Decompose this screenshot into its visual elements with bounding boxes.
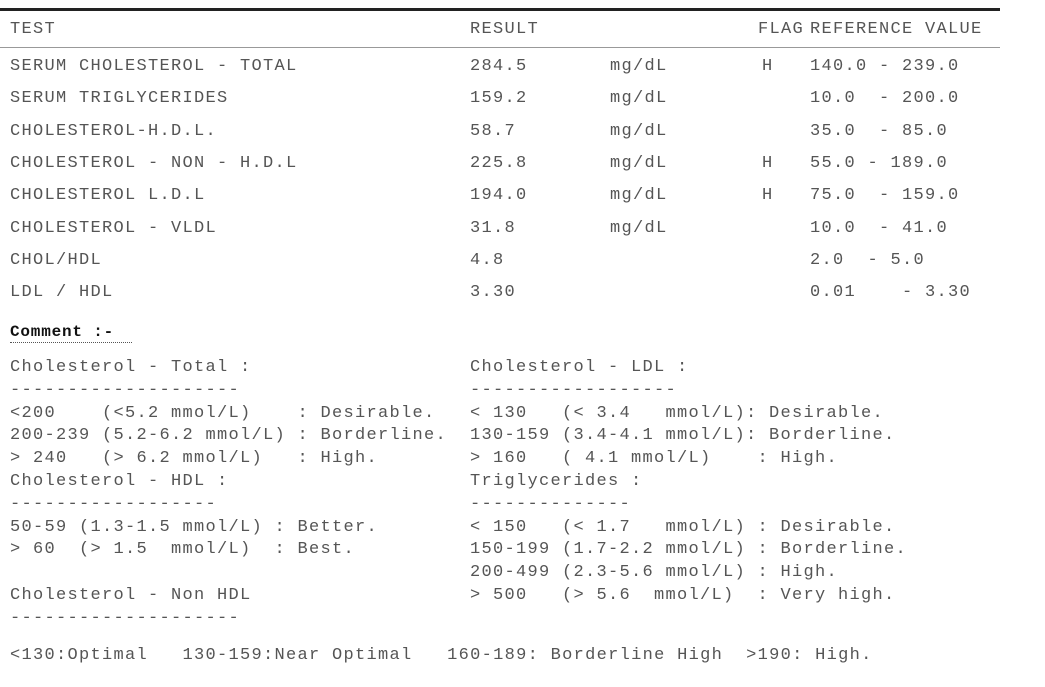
comment-line: -------------------- <box>10 608 241 628</box>
cell: 2.0 - 5.0 <box>810 250 926 270</box>
cell: CHOLESTEROL-H.D.L. <box>10 121 218 141</box>
header-cell: FLAG <box>758 20 805 39</box>
cell: 225.8 <box>470 153 528 173</box>
cell: H <box>762 57 774 76</box>
comment-line: > 500 (> 5.6 mmol/L) : Very high. <box>470 586 896 605</box>
cell: SERUM CHOLESTEROL - TOTAL <box>10 57 298 76</box>
cell: SERUM TRIGLYCERIDES <box>10 89 229 109</box>
comment-line: 200-499 (2.3-5.6 mmol/L) : High. <box>470 563 839 583</box>
comment-line: Cholesterol - LDL : <box>470 358 689 377</box>
cell: 58.7 <box>470 121 517 141</box>
header-cell: REFERENCE VALUE <box>810 20 983 39</box>
comment-line: Cholesterol - Non HDL <box>10 586 252 605</box>
cell: 10.0 - 200.0 <box>810 89 960 109</box>
cell: mg/dL <box>610 121 668 141</box>
cell: 284.5 <box>470 57 528 76</box>
comment-line: ------------------ <box>10 494 218 514</box>
comment-line: -------------- <box>470 494 632 514</box>
cell: 3.30 <box>470 283 517 303</box>
cell: mg/dL <box>610 186 668 206</box>
cell: 55.0 - 189.0 <box>810 153 949 173</box>
cell: mg/dL <box>610 89 668 109</box>
cell: 35.0 - 85.0 <box>810 121 949 141</box>
comment-underline <box>10 342 132 343</box>
cell: CHOLESTEROL - NON - H.D.L <box>10 153 298 173</box>
cell: mg/dL <box>610 57 668 76</box>
header-rule <box>0 47 1000 48</box>
cell: 140.0 - 239.0 <box>810 57 960 76</box>
header-cell: RESULT <box>470 20 540 39</box>
top-rule <box>0 8 1000 11</box>
cell: 159.2 <box>470 89 528 109</box>
comment-line: < 130 (< 3.4 mmol/L): Desirable. <box>470 403 885 423</box>
cell: LDL / HDL <box>10 283 114 303</box>
cell: 75.0 - 159.0 <box>810 186 960 206</box>
cell: mg/dL <box>610 153 668 173</box>
comment-line: 50-59 (1.3-1.5 mmol/L) : Better. <box>10 517 379 537</box>
cell: H <box>762 153 774 173</box>
comment-line: > 160 ( 4.1 mmol/L) : High. <box>470 449 839 469</box>
cell: 194.0 <box>470 186 528 206</box>
comment-line: 130-159 (3.4-4.1 mmol/L): Borderline. <box>470 426 896 446</box>
comment-line: Cholesterol - Total : <box>10 358 252 377</box>
cell: 10.0 - 41.0 <box>810 218 949 238</box>
cell: CHOL/HDL <box>10 250 103 270</box>
comment-footer: <130:Optimal 130-159:Near Optimal 160-18… <box>10 646 873 665</box>
comment-line: < 150 (< 1.7 mmol/L) : Desirable. <box>470 517 896 537</box>
cell: CHOLESTEROL - VLDL <box>10 218 218 238</box>
comment-line: ------------------ <box>470 380 678 400</box>
comment-line: Cholesterol - HDL : <box>10 472 229 491</box>
comment-line: Triglycerides : <box>470 472 643 491</box>
cell: 0.01 - 3.30 <box>810 283 972 303</box>
comment-line: -------------------- <box>10 380 241 400</box>
cell: 4.8 <box>470 250 505 270</box>
cell: CHOLESTEROL L.D.L <box>10 186 206 206</box>
cell: mg/dL <box>610 218 668 238</box>
comment-title: Comment :- <box>10 323 115 341</box>
cell: 31.8 <box>470 218 517 238</box>
header-cell: TEST <box>10 20 57 39</box>
comment-line: > 60 (> 1.5 mmol/L) : Best. <box>10 540 356 560</box>
comment-line: <200 (<5.2 mmol/L) : Desirable. <box>10 403 436 423</box>
cell: H <box>762 186 774 206</box>
comment-line: 200-239 (5.2-6.2 mmol/L) : Borderline. <box>10 426 448 446</box>
comment-line: > 240 (> 6.2 mmol/L) : High. <box>10 449 379 469</box>
comment-line: 150-199 (1.7-2.2 mmol/L) : Borderline. <box>470 540 908 560</box>
